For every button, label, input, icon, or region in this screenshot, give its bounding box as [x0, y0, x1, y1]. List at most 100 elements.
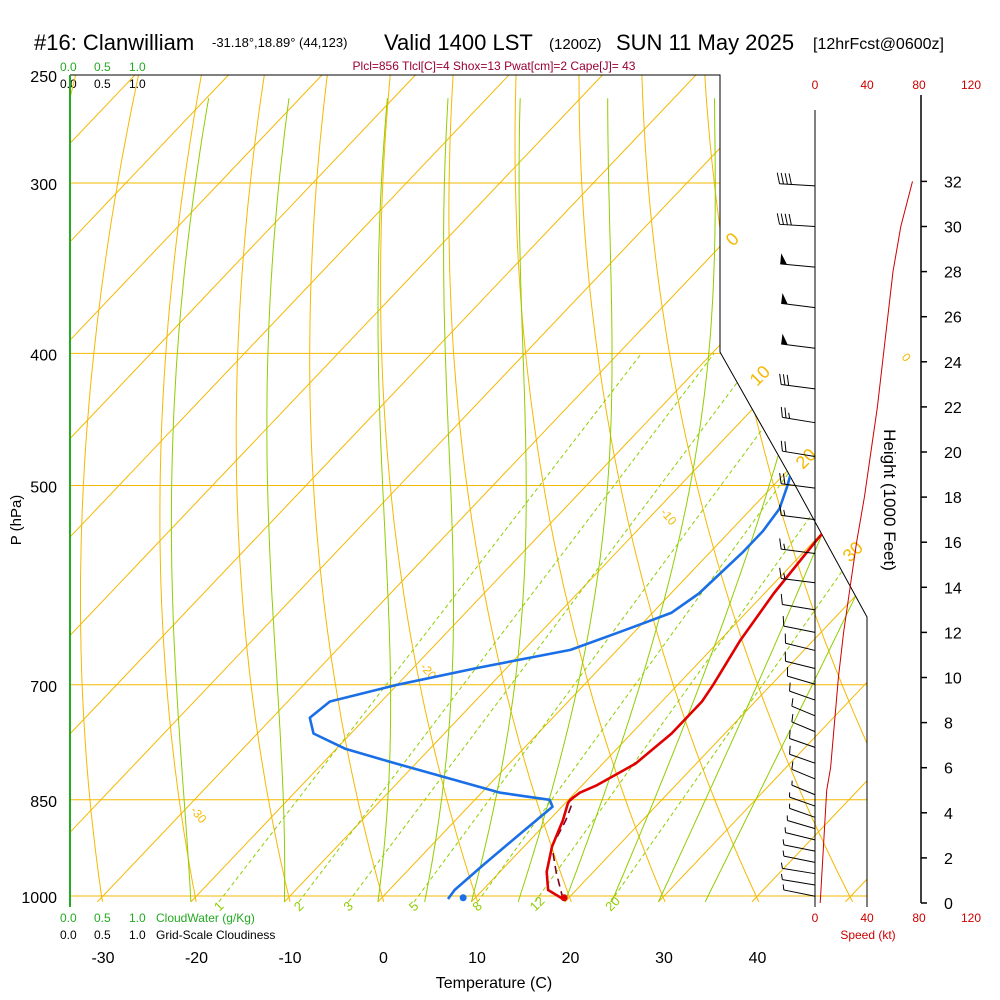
x-tick-label: 0: [379, 950, 388, 967]
isotherm: [70, 75, 229, 903]
wind-barb: [784, 827, 816, 841]
cloudiness-label: Grid-Scale Cloudiness: [156, 928, 275, 942]
wind-barb: [779, 473, 816, 489]
moist-adiabat: [266, 98, 290, 902]
dry-adiabat: [309, 75, 385, 903]
isotherm: [190, 75, 867, 903]
pressure-tick-label: 850: [30, 794, 57, 811]
wind-speed-tick-bottom: 120: [961, 911, 981, 925]
wind-speed-tick-top: 40: [860, 78, 874, 92]
dry-adiabat-label: 20: [792, 445, 820, 473]
cloudwater-tick: 0.5: [94, 911, 111, 925]
mixing-ratio-label: 2: [291, 898, 307, 914]
y-axis-title: P (hPa): [8, 495, 25, 546]
dry-adiabat: [80, 75, 139, 902]
temperature-line: [545, 108, 867, 901]
wind-barb: [791, 714, 816, 733]
wind-barb: [791, 761, 816, 780]
wind-barb: [786, 667, 816, 685]
dry-adiabat: [704, 75, 867, 903]
x-tick-label: 10: [468, 950, 486, 967]
isotherm: [70, 75, 697, 903]
cloudiness-tick: 1.0: [129, 77, 146, 91]
mixing-ratio-line: [477, 353, 867, 903]
height-axis-title: Height (1000 Feet): [880, 429, 899, 571]
height-tick-label: 30: [944, 220, 962, 237]
wind-barb: [782, 839, 816, 852]
mixing-ratio-label: 3: [340, 898, 356, 914]
wind-barb: [780, 873, 816, 886]
pressure-tick-label: 250: [30, 69, 57, 86]
surface-dewpoint-point: [459, 894, 467, 902]
isotherm: [70, 75, 603, 903]
pressure-tick-label: 400: [30, 347, 57, 364]
wind-barb: [789, 803, 816, 818]
background-grid: [0, 75, 1000, 903]
wind-barb: [789, 745, 816, 764]
wind-speed-tick-bottom: 0: [812, 911, 819, 925]
isotherm: [70, 75, 790, 903]
x-tick-label: 40: [749, 950, 767, 967]
wind-barb: [776, 172, 816, 187]
mixing-ratio-line: [298, 353, 715, 903]
isotherm-label: -10: [658, 506, 680, 529]
wind-barb: [782, 616, 816, 633]
dry-adiabat: [957, 75, 1000, 902]
isotherm: [284, 75, 867, 903]
height-tick-label: 8: [944, 716, 953, 733]
stability-indices: Plcl=856 Tlcl[C]=4 Shox=13 Pwat[cm]=2 Ca…: [353, 59, 636, 73]
parcel-line: [551, 795, 575, 900]
valid-date: SUN 11 May 2025: [616, 30, 794, 55]
isotherm-label: 0: [899, 350, 914, 364]
dry-adiabat: [159, 75, 202, 902]
wind-barb: [789, 729, 816, 748]
wind-barb: [782, 884, 816, 897]
cloudwater-tick: 1.0: [129, 60, 146, 74]
dry-adiabat: [894, 75, 1000, 902]
wind-barb: [779, 567, 816, 584]
height-tick-label: 6: [944, 761, 953, 778]
axes: -30 -20 -10 0 10 20 30 402503004005007008501000…: [21, 69, 981, 967]
moist-adiabat: [611, 98, 840, 903]
height-tick-label: 4: [944, 806, 953, 823]
moist-adiabat: [657, 98, 867, 903]
station-coords: -31.18°,18.89° (44,123): [212, 35, 347, 50]
cloudwater-tick: 0.0: [60, 60, 77, 74]
plot-frame: [69, 74, 868, 907]
cloudiness-tick: 1.0: [129, 928, 146, 942]
moist-adiabat: [170, 98, 210, 902]
cloudwater-tick: 1.0: [129, 911, 146, 925]
cloudwater-scale-top: 0.0 0.5 1.0: [60, 60, 146, 74]
moist-adiabat: [424, 98, 454, 902]
dry-adiabat: [641, 75, 854, 903]
isotherm: [564, 75, 867, 903]
wind-barb: [779, 504, 816, 521]
moist-adiabat: [517, 98, 613, 903]
height-tick-label: 22: [944, 400, 962, 417]
wind-speed-tick-bottom: 80: [912, 911, 926, 925]
wind-barb: [791, 698, 816, 717]
wind-barb: [784, 651, 816, 669]
wind-barb: [780, 862, 816, 875]
dry-adiabat-label: 30: [839, 538, 867, 566]
dry-adiabat: [0, 75, 13, 902]
wind-barb: [780, 406, 816, 424]
height-tick-label: 32: [944, 174, 962, 191]
valid-utc: (1200Z): [549, 36, 602, 53]
isotherm: [70, 75, 416, 903]
isotherm: [751, 75, 867, 903]
height-tick-label: 24: [944, 355, 962, 372]
wind-barb: [789, 682, 816, 701]
height-tick-label: 14: [944, 580, 962, 597]
valid-time: Valid 1400 LST: [384, 30, 533, 55]
dry-adiabat: [448, 75, 572, 903]
pressure-tick-label: 300: [30, 177, 57, 194]
x-tick-label: 20: [562, 950, 580, 967]
height-tick-label: 26: [944, 310, 962, 327]
mixing-ratio-line: [610, 353, 867, 903]
cloudwater-tick: 0.0: [60, 911, 77, 925]
height-tick-label: 18: [944, 490, 962, 507]
wind-speed-tick-top: 0: [812, 78, 819, 92]
